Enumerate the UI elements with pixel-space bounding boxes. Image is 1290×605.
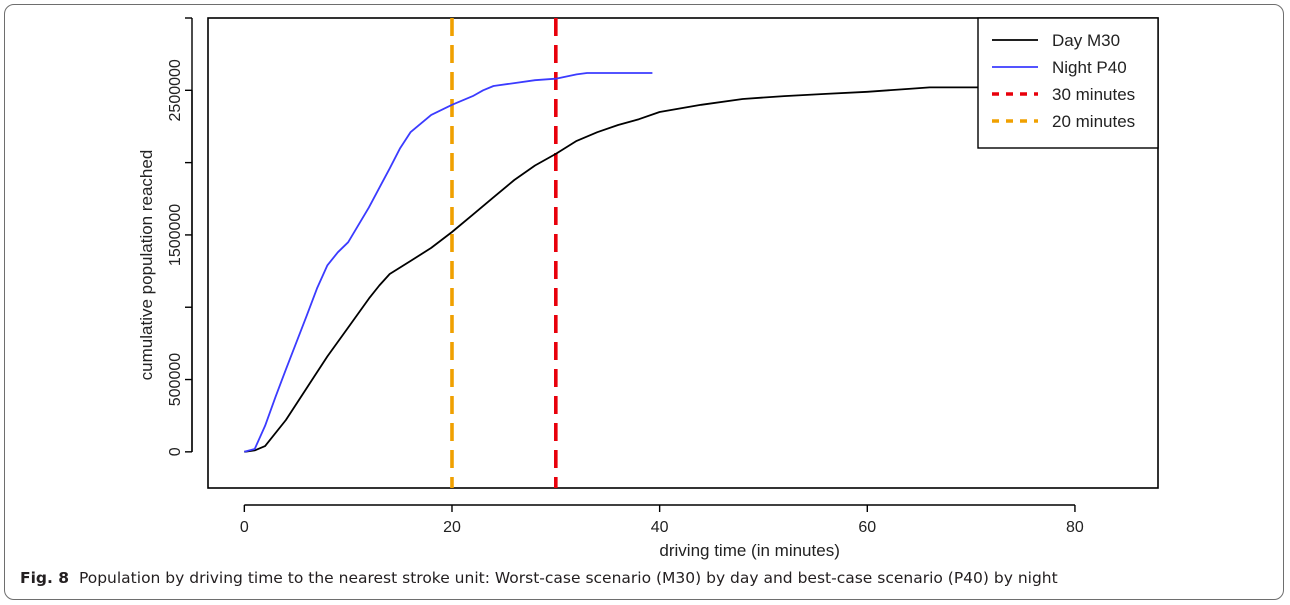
- plot-area: [207, 17, 1159, 489]
- y-tick-label: 0: [167, 447, 184, 456]
- x-tick-label: 40: [651, 519, 669, 536]
- y-tick-label: 500000: [167, 353, 184, 406]
- figure-caption-label: Fig. 8: [20, 569, 70, 587]
- x-axis-label: driving time (in minutes): [659, 541, 839, 560]
- x-tick-label: 20: [443, 519, 461, 536]
- legend-label: Night P40: [1052, 58, 1127, 77]
- x-axis: 0 20 40 60 80: [240, 504, 1084, 536]
- figure-caption: Fig. 8 Population by driving time to the…: [20, 569, 1058, 587]
- legend-label: Day M30: [1052, 31, 1120, 50]
- x-tick-label: 0: [240, 519, 249, 536]
- series-lines: [244, 72, 992, 453]
- y-tick-label: 2500000: [167, 59, 184, 121]
- legend-label: 30 minutes: [1052, 85, 1135, 104]
- y-axis: 0 500000 1500000 2500000: [167, 17, 193, 456]
- series-line-day-m30: [244, 86, 992, 453]
- reference-lines: [450, 18, 558, 488]
- legend: Day M30 Night P40 30 minutes 20 minutes: [977, 17, 1159, 149]
- series-line-night-p40: [244, 72, 653, 453]
- x-tick-label: 80: [1066, 519, 1084, 536]
- figure-caption-text: Population by driving time to the neares…: [78, 569, 1058, 587]
- y-axis-label: cumulative population reached: [137, 150, 156, 381]
- x-tick-label: 60: [858, 519, 876, 536]
- legend-label: 20 minutes: [1052, 112, 1135, 131]
- y-tick-label: 1500000: [167, 204, 184, 266]
